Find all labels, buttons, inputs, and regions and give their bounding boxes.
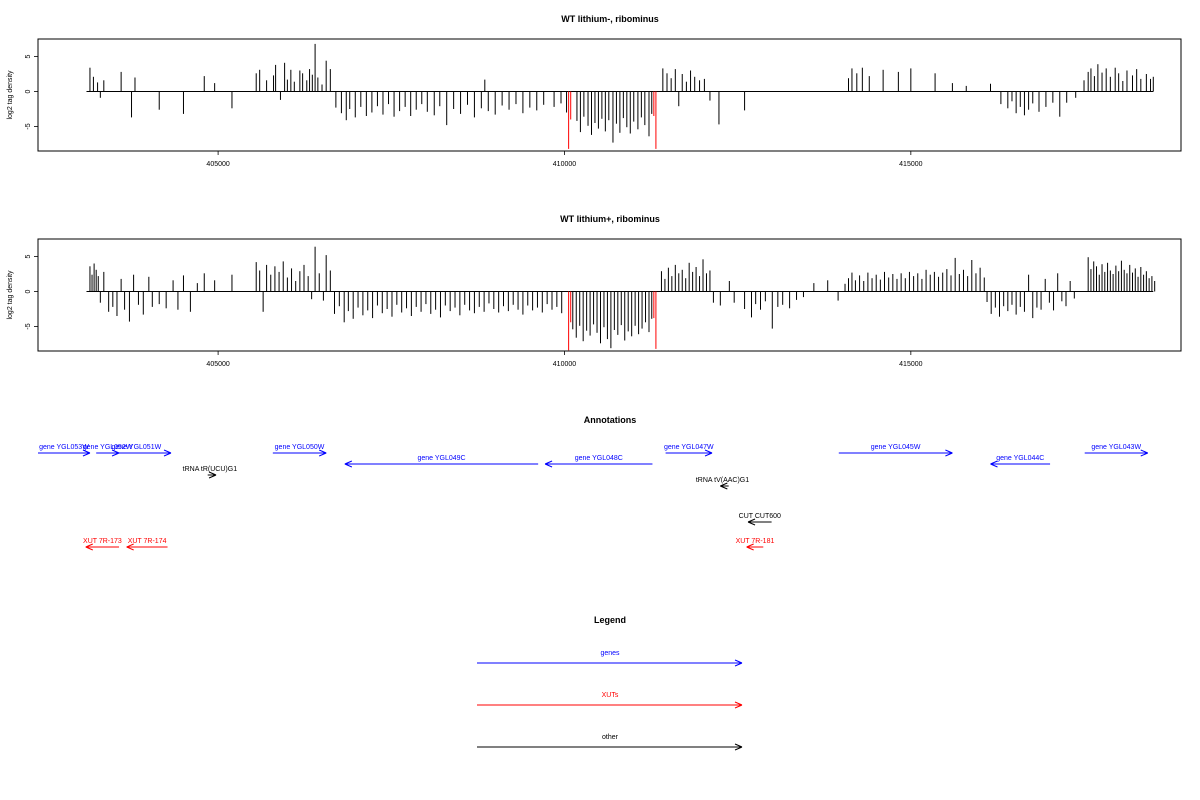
feature-arrow [272,449,327,457]
legend-arrow-genes [477,659,743,667]
y-axis-label: log2 tag density [7,270,14,320]
feature-label: tRNA tV(AAC)G1 [696,477,749,484]
feature-label: gene YGL048C [575,455,623,462]
feature-arrow [207,471,217,479]
feature-label: gene YGL043W [1091,444,1141,451]
track-panel-lithium-minus: WT lithium-, ribominus log2 tag density … [7,14,1182,168]
feature-label: gene YGL052W [83,444,133,451]
x-tick-label: 410000 [553,361,576,368]
y-tick-label: 0 [25,289,32,293]
feature-arrow [544,460,653,468]
feature-label: gene YGL047W [664,444,714,451]
panel-title: WT lithium-, ribominus [561,14,659,24]
legend-title: Legend [594,615,626,625]
y-tick-label: 5 [25,54,32,58]
feature-arrow [720,482,729,490]
y-axis-label: log2 tag density [7,70,14,120]
feature-arrow [665,449,713,457]
x-tick-label: 405000 [206,161,229,168]
feature-arrow [38,449,91,457]
feature-arrow [1084,449,1148,457]
feature-label: gene YGL050W [275,444,325,451]
y-tick-label: 0 [25,89,32,93]
legend-label: other [602,734,619,741]
feature-label: XUT 7R-181 [736,538,775,545]
x-tick-label: 405000 [206,361,229,368]
annotations-title: Annotations [584,415,637,425]
feature-arrow [747,518,772,526]
feature-label: gene YGL051W [112,444,162,451]
feature-label: CUT CUT600 [739,513,781,520]
legend-arrow-other [477,743,743,751]
feature-arrow [990,460,1051,468]
y-tick-label: -5 [25,323,32,329]
feature-label: XUT 7R-174 [128,538,167,545]
x-tick-label: 415000 [899,161,922,168]
feature-arrow [126,543,168,551]
x-tick-label: 410000 [553,161,576,168]
track-panel-lithium-plus: WT lithium+, ribominus log2 tag density … [7,214,1182,368]
feature-arrow [85,543,120,551]
feature-arrow [746,543,764,551]
feature-label: gene YGL053W [39,444,89,451]
feature-arrow [838,449,953,457]
feature-label: gene YGL045W [871,444,921,451]
legend-label: XUTs [602,692,619,699]
feature-label: gene YGL044C [996,455,1044,462]
feature-arrow [344,460,539,468]
panel-title: WT lithium+, ribominus [560,214,660,224]
legend: Legend genes XUTs other [477,615,743,751]
x-tick-label: 415000 [899,361,922,368]
feature-label: tRNA tR(UCU)G1 [183,466,238,473]
legend-label: genes [600,650,620,657]
legend-arrow-xuts [477,701,743,709]
y-tick-label: -5 [25,123,32,129]
feature-label: gene YGL049C [417,455,465,462]
feature-label: XUT 7R-173 [83,538,122,545]
y-tick-label: 5 [25,254,32,258]
feature-arrow [101,449,172,457]
